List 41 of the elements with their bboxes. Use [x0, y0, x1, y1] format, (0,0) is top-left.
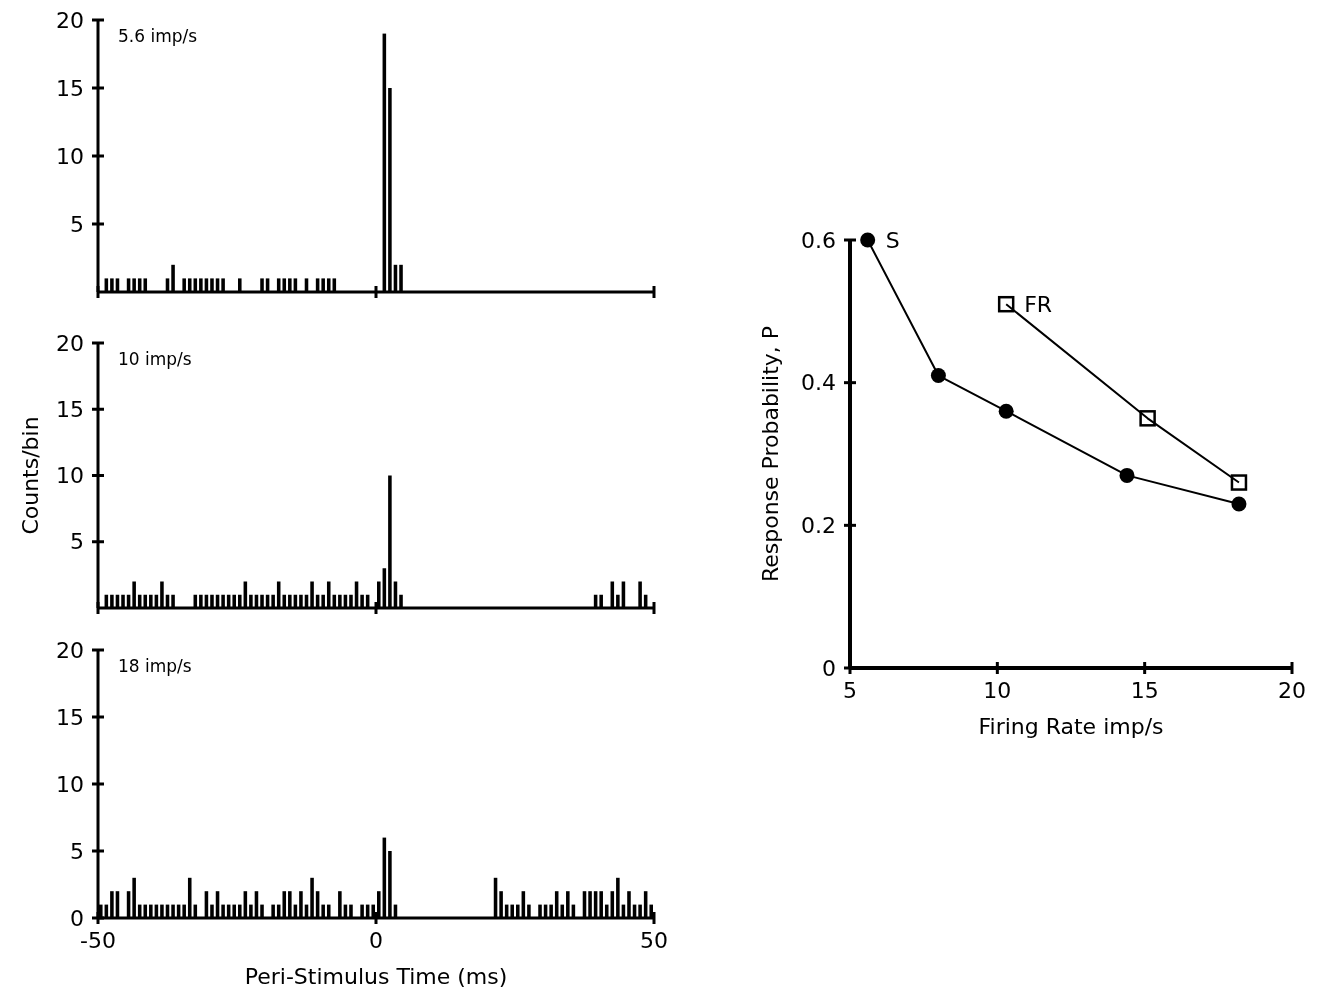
y-tick-label: 20 [56, 637, 84, 663]
series-label: S [885, 228, 900, 253]
x-tick-label: 15 [1130, 678, 1159, 703]
y-tick-label: 0.2 [801, 513, 836, 539]
y-tick-label: 5 [70, 838, 84, 864]
x-axis-title: Peri-Stimulus Time (ms) [244, 964, 508, 989]
x-tick-label: 50 [640, 928, 668, 953]
annotation: 18 imp/s [118, 656, 192, 676]
y-tick-label: 0 [822, 655, 836, 681]
point [1139, 410, 1156, 427]
y-tick-label: 10 [56, 143, 84, 169]
point [998, 403, 1014, 419]
y-tick-label: 5 [70, 529, 84, 555]
point [1230, 474, 1248, 491]
y-axis-title: Response Probability, P [758, 325, 783, 583]
point [997, 295, 1015, 313]
y-tick-label: 0.4 [801, 370, 836, 396]
point [860, 232, 876, 248]
y-tick-label: 10 [56, 463, 84, 489]
point [930, 368, 946, 384]
x-tick-label: 0 [369, 928, 383, 953]
y-tick-label: 20 [56, 7, 84, 33]
y-tick-label: 5 [70, 211, 84, 237]
y-tick-label: 0.6 [801, 227, 836, 253]
y-tick-label: 15 [56, 75, 84, 101]
y-axis-title: Counts/bin [18, 416, 43, 535]
annotation: 5.6 imp/s [118, 26, 198, 46]
x-axis-title: Firing Rate imp/s [978, 714, 1164, 739]
y-tick-label: 10 [56, 771, 84, 797]
y-tick-label: 0 [70, 905, 84, 931]
point [1119, 467, 1135, 483]
x-tick-label: 10 [983, 678, 1012, 703]
x-tick-label: -50 [80, 928, 116, 953]
x-tick-label: 20 [1278, 678, 1306, 703]
point [1231, 496, 1247, 512]
y-tick-label: 20 [56, 330, 84, 356]
annotation: 10 imp/s [118, 349, 192, 369]
y-tick-label: 15 [56, 704, 84, 730]
series-label: FR [1024, 292, 1053, 318]
x-tick-label: 5 [843, 678, 857, 703]
y-tick-label: 15 [56, 396, 84, 422]
